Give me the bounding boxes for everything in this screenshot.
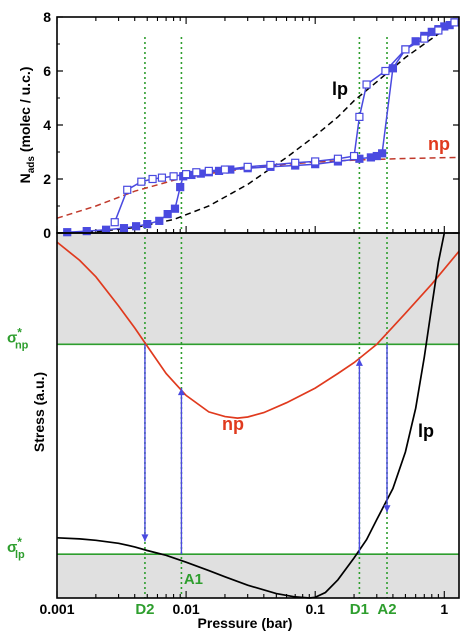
sigma-lp-label: σ* lp xyxy=(7,535,25,561)
top-y-axis-title: Nads (molec / u.c.) xyxy=(17,67,37,184)
sigma-lp-sub: lp xyxy=(15,549,25,561)
sigma-lp-main: σ xyxy=(7,539,17,556)
desorption-point xyxy=(148,174,157,184)
bottom-y-axis-title: Stress (a.u.) xyxy=(31,372,47,452)
desorption-point xyxy=(362,80,371,89)
adsorption-line xyxy=(67,21,455,233)
point-label-a1: A1 xyxy=(184,571,203,588)
adsorption-point xyxy=(82,227,91,236)
transition-arrow-head xyxy=(141,534,149,542)
top-y-tick-label: 2 xyxy=(43,171,51,187)
sigma-np-sup: * xyxy=(17,325,22,339)
adsorption-point xyxy=(155,216,164,225)
desorption-point xyxy=(220,165,230,174)
top-lp-curve xyxy=(56,19,460,234)
desorption-point xyxy=(291,158,300,167)
desorption-point xyxy=(169,172,178,181)
bottom-lp-label: lp xyxy=(418,421,434,441)
point-label-d2: D2 xyxy=(135,601,154,618)
desorption-point xyxy=(137,177,146,186)
adsorption-point xyxy=(132,222,141,231)
desorption-point xyxy=(333,154,343,163)
bottom-np-label: np xyxy=(222,414,244,434)
x-tick-label: 0.001 xyxy=(39,601,74,617)
sigma-np-sub: np xyxy=(15,339,29,351)
transition-arrow-head xyxy=(177,388,185,396)
bottom-panel-frame xyxy=(56,232,460,599)
top-lp-label: lp xyxy=(332,79,348,99)
desorption-point xyxy=(311,157,320,166)
top-y-axis-title-sub: ads xyxy=(26,156,37,174)
point-label-d1: D1 xyxy=(350,601,369,618)
top-y-axis-title-rest: (molec / u.c.) xyxy=(17,67,33,156)
top-y-tick-label: 6 xyxy=(43,63,51,79)
adsorption-point xyxy=(63,228,72,237)
desorption-point xyxy=(204,166,213,175)
x-axis-title: Pressure (bar) xyxy=(198,615,293,631)
adsorption-point xyxy=(143,219,152,229)
transition-arrow-head xyxy=(383,505,391,513)
top-y-axis-title-main: N xyxy=(17,173,33,183)
top-y-tick-label: 4 xyxy=(43,117,51,133)
desorption-point xyxy=(381,66,390,76)
shaded-top-region xyxy=(57,233,459,345)
top-y-tick-label: 0 xyxy=(43,225,51,241)
x-tick-label: 1 xyxy=(440,601,448,617)
transition-arrow-head xyxy=(355,358,363,366)
adsorption-point xyxy=(176,183,185,192)
desorption-point xyxy=(401,45,410,54)
desorption-point xyxy=(110,218,119,227)
x-tick-label: 0.01 xyxy=(172,601,199,617)
adsorption-point xyxy=(378,149,387,158)
top-y-tick-label: 8 xyxy=(43,9,51,25)
desorption-point xyxy=(355,112,364,122)
desorption-point xyxy=(181,170,191,179)
desorption-point xyxy=(349,151,359,161)
desorption-point xyxy=(450,18,459,27)
desorption-point xyxy=(123,185,132,194)
desorption-point xyxy=(434,26,443,35)
x-tick-label: 0.1 xyxy=(305,601,325,617)
desorption-point xyxy=(266,160,275,170)
sigma-np-main: σ xyxy=(7,329,17,346)
sigma-lp-sup: * xyxy=(17,535,22,549)
desorption-point xyxy=(420,34,429,43)
adsorption-point xyxy=(163,210,172,219)
bottom-np-curve xyxy=(56,241,460,419)
top-np-label: np xyxy=(428,134,450,154)
adsorption-point xyxy=(170,204,180,213)
desorption-point xyxy=(243,162,252,171)
adsorption-point xyxy=(119,224,129,233)
sigma-np-label: σ* np xyxy=(7,325,29,351)
plot-layer: 0 2 4 6 8 0.001 0.01 0.1 1 D2 A1 D1 A2 xyxy=(39,9,460,618)
top-panel-frame xyxy=(56,16,460,234)
shaded-bottom-region xyxy=(57,554,459,598)
point-label-a2: A2 xyxy=(377,601,396,618)
desorption-point xyxy=(192,168,201,177)
desorption-point xyxy=(157,173,167,182)
